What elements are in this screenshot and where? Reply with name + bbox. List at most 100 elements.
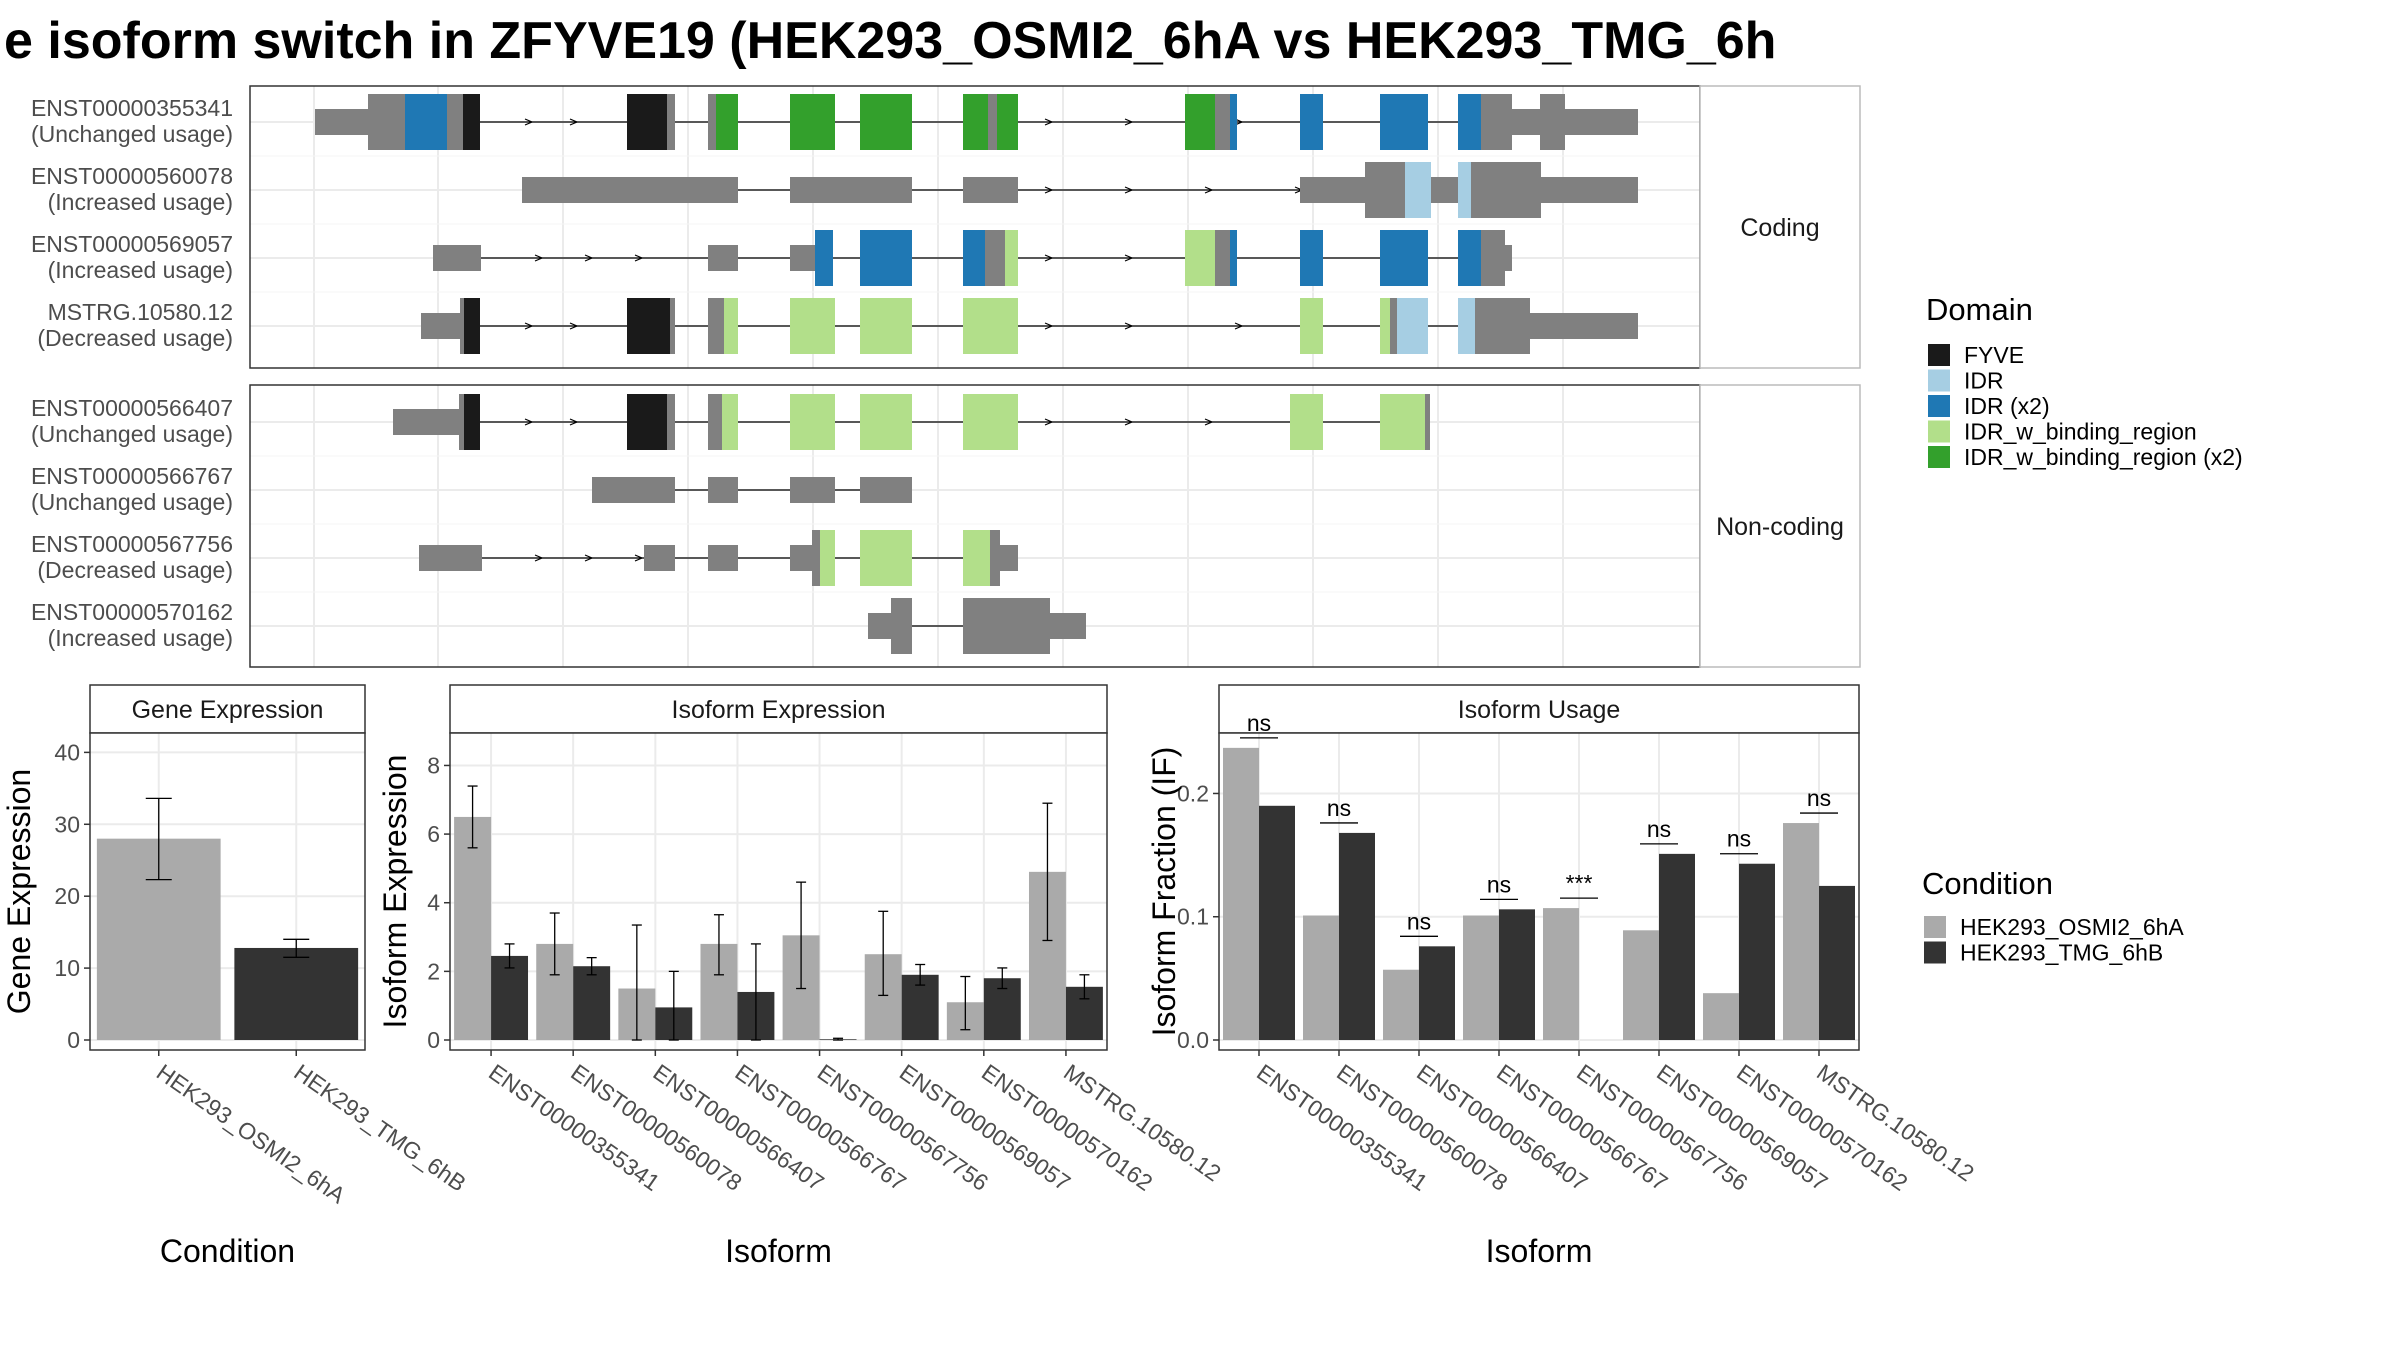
strand-arrow — [534, 254, 544, 262]
exon-domain — [627, 94, 667, 150]
significance-label: *** — [1566, 870, 1593, 896]
exon-utr — [1530, 313, 1638, 339]
transcript-usage-label: (Unchanged usage) — [31, 489, 233, 515]
bar — [1783, 823, 1819, 1040]
exon-utr — [1475, 298, 1530, 354]
y-tick-label: 0.2 — [1177, 780, 1209, 806]
exon-utr — [1481, 94, 1512, 150]
bar — [1623, 930, 1659, 1040]
exon-utr — [460, 298, 464, 354]
exon-utr — [963, 177, 1018, 203]
exon-utr — [963, 598, 1050, 654]
exon-utr — [368, 94, 405, 150]
exon-utr — [1512, 109, 1540, 135]
transcript-ENST00000567756: ENST00000567756(Decreased usage) — [31, 530, 1018, 586]
exon-domain — [1185, 230, 1215, 286]
exon-utr — [891, 598, 912, 654]
exon-domain — [405, 94, 447, 150]
transcript-id-label: ENST00000569057 — [31, 231, 233, 257]
significance-label: ns — [1407, 908, 1431, 934]
expression-charts: Gene Expression010203040HEK293_OSMI2_6hA… — [1, 684, 1979, 1269]
strand-arrow — [1124, 186, 1134, 194]
exon-utr — [421, 313, 460, 339]
strand-arrow — [569, 322, 579, 330]
exon-utr — [985, 230, 1005, 286]
y-axis-title: Isoform Expression — [377, 755, 413, 1029]
y-tick-label: 6 — [427, 821, 440, 847]
exon-domain — [860, 230, 912, 286]
exon-domain — [860, 530, 912, 586]
transcript-id-label: ENST00000567756 — [31, 531, 233, 557]
domain-legend-title: Domain — [1926, 292, 2033, 327]
transcript-usage-label: (Increased usage) — [48, 257, 233, 283]
strand-arrow — [634, 254, 644, 262]
chart-title: Isoform Expression — [672, 696, 886, 724]
transcript-MSTRG.10580.12: MSTRG.10580.12(Decreased usage) — [37, 298, 1638, 354]
exon-utr — [459, 394, 464, 450]
legend-label: IDR_w_binding_region (x2) — [1964, 444, 2243, 470]
exon-utr — [1390, 298, 1397, 354]
exon-utr — [1471, 162, 1475, 218]
strand-arrow — [524, 118, 534, 126]
structure-panel-non-coding: Non-coding ENST00000566407 (Unchanged usag… — [31, 384, 1861, 668]
plot-border — [89, 732, 366, 1051]
exon-domain — [963, 530, 990, 586]
significance-label: ns — [1727, 826, 1751, 852]
transcript-ENST00000355341: ENST00000355341(Unchanged usage) — [31, 94, 1638, 150]
exon-utr — [1300, 177, 1365, 203]
transcript-usage-label: (Increased usage) — [48, 189, 233, 215]
exon-domain — [1380, 230, 1428, 286]
exon-utr — [670, 298, 675, 354]
exon-utr — [1541, 177, 1638, 203]
bar — [1499, 909, 1535, 1040]
strand-arrow — [569, 118, 579, 126]
exon-domain — [722, 394, 738, 450]
bar — [1339, 832, 1375, 1040]
strip-label: Non-coding — [1716, 513, 1844, 541]
transcript-id-label: ENST00000566407 — [31, 395, 233, 421]
exon-domain — [790, 394, 835, 450]
exon-utr — [393, 409, 459, 435]
exon-utr — [667, 94, 675, 150]
transcript-usage-label: (Decreased usage) — [37, 325, 233, 351]
legend-key — [1924, 916, 1946, 938]
transcript-usage-label: (Unchanged usage) — [31, 121, 233, 147]
exon-utr — [644, 545, 675, 571]
y-tick-label: 0 — [427, 1027, 440, 1053]
exon-domain — [1458, 298, 1475, 354]
x-axis-title: Condition — [160, 1233, 295, 1269]
bar — [491, 955, 529, 1040]
bar — [1303, 915, 1339, 1040]
exon-utr — [708, 477, 738, 503]
bar — [1659, 853, 1695, 1040]
bar — [1383, 969, 1419, 1040]
exon-domain — [1458, 230, 1481, 286]
exon-utr — [1565, 109, 1638, 135]
y-tick-label: 20 — [54, 883, 80, 909]
exon-utr — [1540, 94, 1565, 150]
transcript-usage-label: (Increased usage) — [48, 625, 233, 651]
strand-arrow — [524, 322, 534, 330]
bar — [1739, 863, 1775, 1040]
exon-utr — [1425, 394, 1430, 450]
legend-label: IDR (x2) — [1964, 393, 2050, 419]
strand-arrow — [569, 418, 579, 426]
plot-border — [1218, 732, 1860, 1051]
strand-arrow — [1124, 118, 1134, 126]
significance-label: ns — [1327, 795, 1351, 821]
bar — [234, 947, 359, 1040]
legend-key — [1928, 420, 1950, 443]
exon-domain — [724, 298, 738, 354]
y-tick-label: 40 — [54, 739, 80, 765]
exon-domain — [1300, 298, 1323, 354]
panel-strip — [1699, 384, 1861, 668]
strand-arrow — [1044, 418, 1054, 426]
exon-utr — [1505, 245, 1512, 271]
exon-domain — [464, 394, 480, 450]
exon-domain — [790, 94, 835, 150]
transcript-id-label: MSTRG.10580.12 — [48, 299, 233, 325]
legend-key — [1928, 395, 1950, 417]
exon-utr — [522, 177, 738, 203]
plot-border — [449, 732, 1108, 1051]
